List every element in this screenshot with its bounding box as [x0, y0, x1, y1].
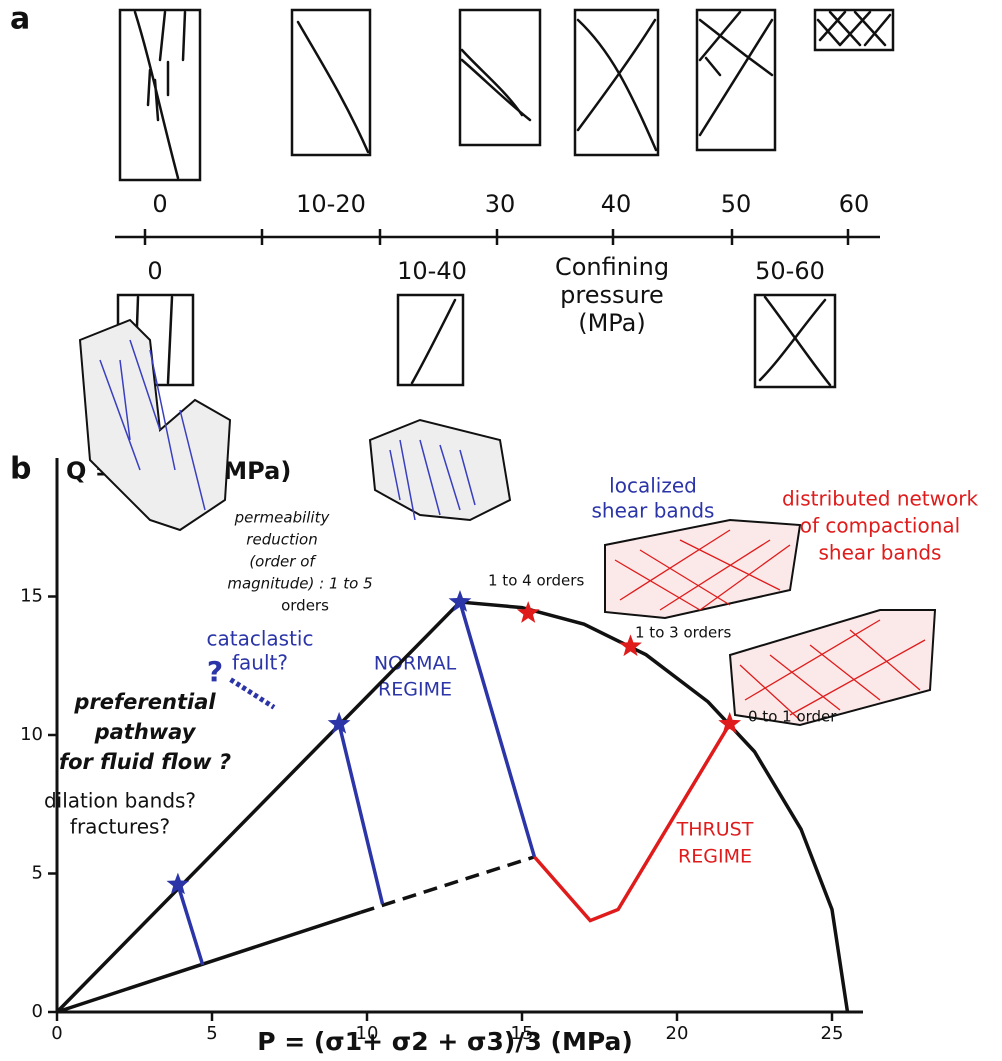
star [517, 601, 540, 623]
line [339, 724, 382, 904]
line [361, 857, 535, 912]
annotation: shear bands [819, 541, 942, 565]
annotation: (order of [249, 553, 317, 571]
figure: a Confining pressure (MPa) b Q = σ1-σ3 (… [0, 0, 1002, 1061]
annotation: ? [207, 655, 223, 688]
x-axis-title: P = (σ1+ σ2 + σ3)/3 (MPa) [257, 1027, 633, 1056]
annotation: fault? [232, 651, 288, 675]
y-tick-label: 5 [32, 863, 43, 884]
annotation: localized [609, 474, 697, 498]
annotation: magnitude) : 1 to 5 [227, 575, 372, 593]
panel-letter: a [10, 2, 30, 37]
pressure-label: 50 [721, 190, 752, 218]
pressure-label: 10-40 [397, 257, 467, 285]
annotation: shear bands [592, 499, 715, 523]
pressure-axis [115, 229, 880, 245]
line [57, 912, 361, 1012]
line [460, 602, 534, 857]
axis-title: Confining [555, 253, 669, 281]
x-tick-label: 0 [51, 1023, 62, 1044]
annotation: orders [281, 597, 329, 615]
annotation: of compactional [800, 514, 960, 538]
x-tick-label: 15 [511, 1023, 534, 1044]
y-tick-label: 10 [20, 724, 43, 745]
annotation: cataclastic [207, 627, 314, 651]
panel-letter: b [10, 452, 31, 487]
pressure-label: 0 [152, 190, 167, 218]
axis-title: (MPa) [578, 309, 646, 337]
annotation: distributed network [782, 487, 979, 511]
annotation: 0 to 1 order [748, 708, 837, 726]
x-tick-label: 10 [356, 1023, 379, 1044]
annotation: pathway [94, 720, 197, 744]
pressure-label: 0 [147, 257, 162, 285]
y-tick-label: 0 [32, 1001, 43, 1022]
line [178, 885, 203, 965]
pressure-label: 50-60 [755, 257, 825, 285]
x-tick-label: 5 [206, 1023, 217, 1044]
axis-title: pressure [560, 281, 664, 309]
pressure-label: 10-20 [296, 190, 366, 218]
pressure-label: 40 [601, 190, 632, 218]
pressure-label: 30 [485, 190, 516, 218]
annotation: THRUST [676, 819, 754, 841]
annotation: REGIME [378, 679, 452, 701]
x-tick-label: 25 [821, 1023, 844, 1044]
line [231, 680, 274, 708]
annotation: NORMAL [374, 653, 457, 675]
annotation: REGIME [678, 846, 752, 868]
annotation: dilation bands? [44, 789, 196, 813]
annotation: preferential [73, 690, 216, 714]
annotation: for fluid flow ? [59, 750, 231, 774]
x-tick-label: 20 [666, 1023, 689, 1044]
annotation: reduction [246, 531, 317, 549]
annotation: 1 to 4 orders [488, 572, 584, 590]
y-tick-label: 15 [20, 586, 43, 607]
pressure-label: 60 [839, 190, 870, 218]
annotation: fractures? [70, 815, 170, 839]
annotation: permeability [234, 509, 331, 527]
annotation: 1 to 3 orders [635, 624, 731, 642]
